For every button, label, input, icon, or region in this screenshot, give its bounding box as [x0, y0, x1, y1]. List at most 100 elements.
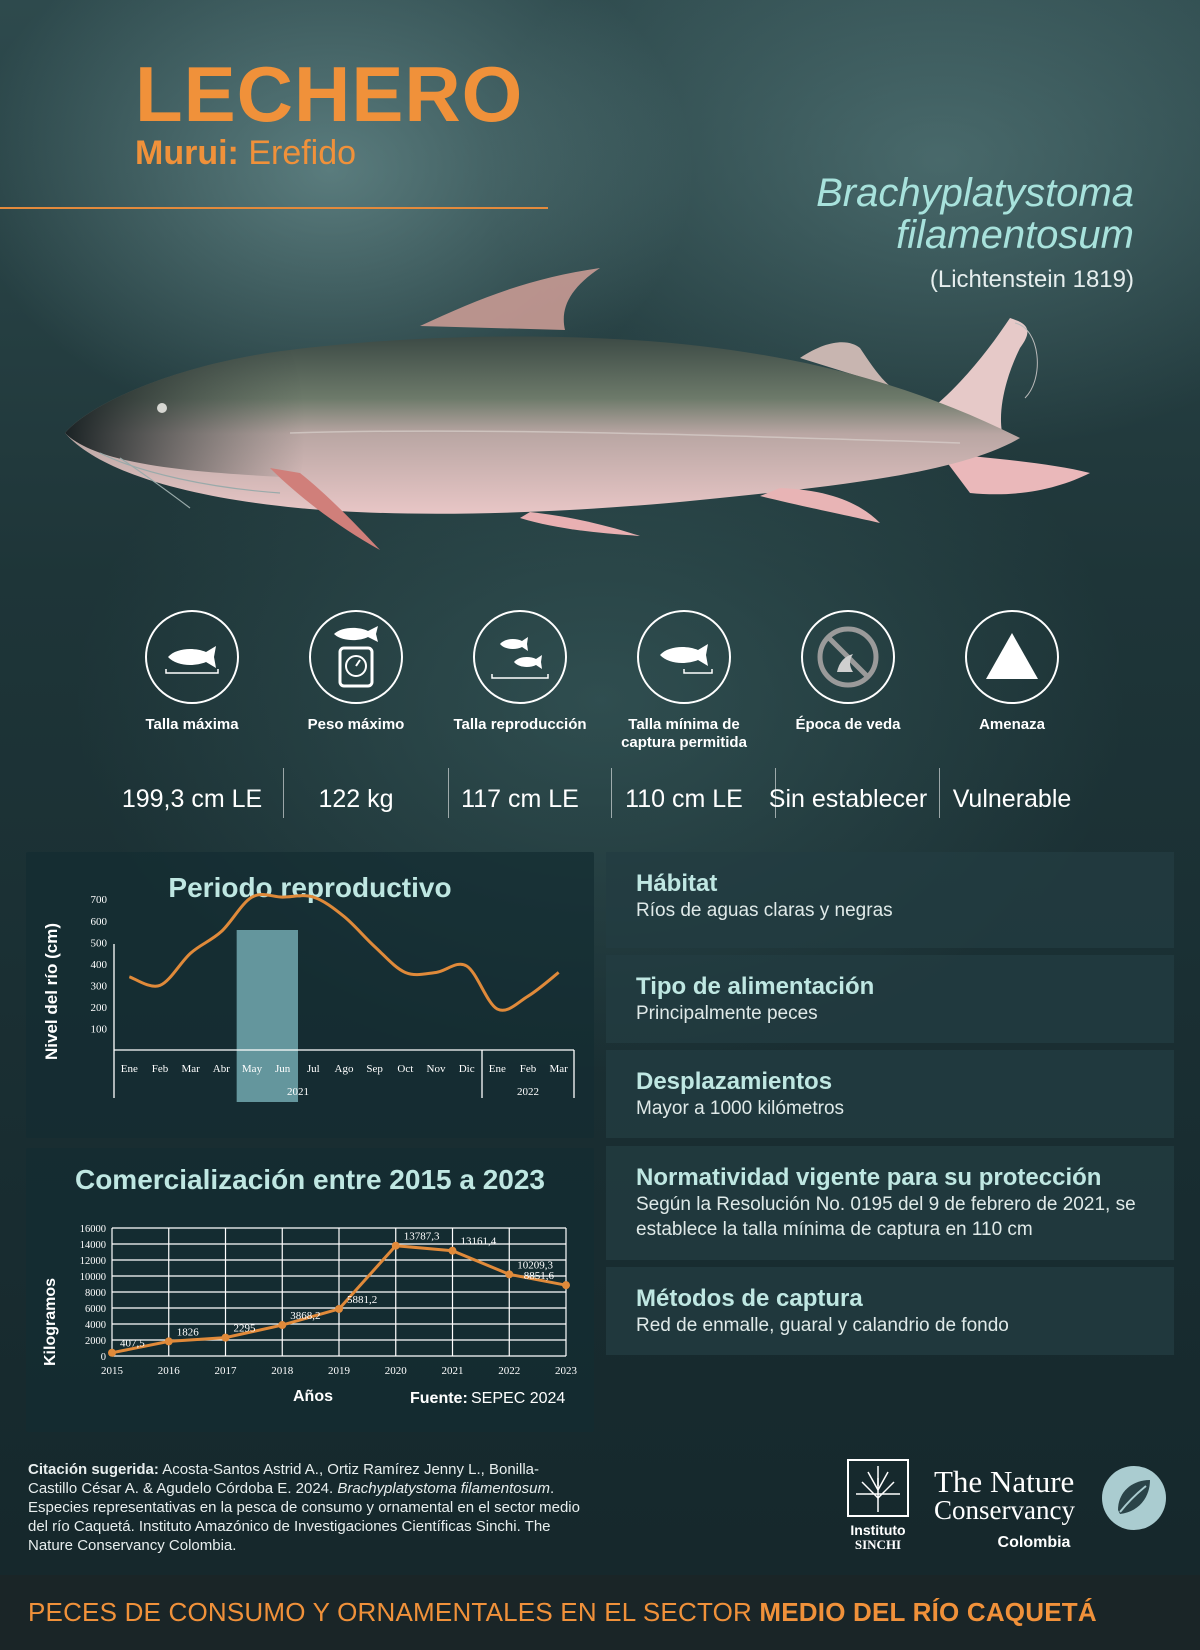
commerce-data-point: [562, 1281, 570, 1290]
tnc-logo-line1: The Nature: [934, 1464, 1075, 1499]
commerce-data-point: [335, 1304, 343, 1313]
info-text: Mayor a 1000 kilómetros: [636, 1098, 845, 1119]
tnc-logo-line2: Conservancy: [934, 1495, 1075, 1525]
sinchi-tree-icon: [847, 1459, 909, 1517]
stat-max-length: Talla máxima 199,3 cm LE: [110, 610, 274, 812]
fish-measure-icon: [145, 610, 239, 704]
commerce-data-label: 3868,2: [290, 1310, 320, 1322]
stat-value: Sin establecer: [768, 785, 928, 813]
y-tick-label: 600: [91, 916, 108, 928]
stat-divider: [611, 768, 612, 818]
local-name-label: Murui:: [135, 134, 239, 172]
scientific-name: Brachyplatystoma filamentosum: [816, 172, 1134, 256]
x-tick-label: 2023: [555, 1365, 578, 1377]
x-tick-label: 2017: [215, 1365, 238, 1377]
commerce-data-label: 13161,4: [461, 1236, 497, 1248]
no-fishing-icon: [801, 610, 895, 704]
x-tick-label: Abr: [213, 1063, 230, 1075]
river-level-line: [128, 893, 560, 1012]
y-tick-label: 4000: [85, 1320, 106, 1331]
stat-divider: [283, 768, 284, 818]
stat-min-capture-length: Talla mínima de captura permitida 110 cm…: [602, 610, 766, 812]
sinchi-logo-line1: Instituto: [850, 1522, 906, 1538]
stat-value: 122 kg: [318, 785, 394, 813]
commerce-data-point: [505, 1270, 514, 1279]
y-tick-label: 100: [91, 1023, 108, 1035]
info-text: Red de enmalle, guaral y calandrio de fo…: [636, 1315, 1009, 1336]
commerce-data-point: [391, 1241, 400, 1250]
x-tick-label: 2021: [442, 1365, 464, 1377]
citation-species: Brachyplatystoma filamentosum: [337, 1480, 550, 1497]
y-tick-label: 300: [91, 980, 108, 992]
commerce-data-point: [164, 1337, 173, 1346]
stat-divider: [448, 768, 449, 818]
header-divider: [0, 207, 548, 209]
reproductive-chart-title: Periodo reproductivo: [168, 872, 452, 903]
commerce-data-label: 407,5: [120, 1338, 145, 1350]
fish-scale-icon: [309, 610, 403, 704]
commerce-chart-ylabel: Kilogramos: [42, 1278, 59, 1366]
info-regulation: Normatividad vigente para su protección …: [606, 1146, 1174, 1260]
x-tick-label: Jun: [275, 1063, 291, 1075]
stat-value: Vulnerable: [952, 785, 1072, 813]
page-title: LECHERO: [135, 50, 524, 138]
commerce-chart-title: Comercialización entre 2015 a 2023: [74, 1164, 546, 1195]
stat-threat-status: Amenaza Vulnerable: [930, 610, 1094, 812]
local-name: Murui: Erefido: [135, 136, 356, 170]
info-heading: Desplazamientos: [636, 1068, 833, 1095]
stat-label: Talla máxima: [145, 716, 239, 733]
commerce-data-point: [108, 1348, 116, 1357]
x-tick-label: May: [242, 1063, 263, 1075]
info-text: Principalmente peces: [636, 1003, 818, 1024]
local-name-value: Erefido: [248, 134, 357, 172]
commerce-data-label: 2295: [234, 1323, 257, 1335]
sinchi-logo: Instituto SINCHI: [838, 1458, 918, 1558]
y-tick-label: 14000: [80, 1240, 106, 1251]
stat-max-weight: Peso máximo 122 kg: [274, 610, 438, 812]
two-fish-measure-icon: [473, 610, 567, 704]
y-tick-label: 6000: [85, 1304, 106, 1315]
citation-text: Acosta-Santos Astrid A., Ortiz Ramírez J…: [28, 1461, 540, 1497]
stat-divider: [775, 768, 776, 818]
y-tick-label: 0: [101, 1352, 106, 1363]
x-tick-label: Mar: [182, 1063, 201, 1075]
year-label: 2021: [287, 1086, 309, 1098]
y-tick-label: 400: [91, 959, 108, 971]
y-tick-label: 700: [91, 894, 108, 906]
stat-label: Talla mínima de captura permitida: [621, 716, 747, 751]
x-tick-label: 2018: [271, 1365, 294, 1377]
commerce-data-point: [221, 1333, 230, 1342]
info-migration: Desplazamientos Mayor a 1000 kilómetros: [606, 1050, 1174, 1138]
x-tick-label: 2016: [158, 1365, 181, 1377]
species-author: (Lichtenstein 1819): [929, 266, 1134, 293]
footer-banner: PECES DE CONSUMO Y ORNAMENTALES EN EL SE…: [0, 1575, 1200, 1650]
x-tick-label: Feb: [520, 1063, 537, 1075]
commerce-data-label: 5881,2: [347, 1294, 377, 1306]
y-tick-label: 10000: [80, 1272, 106, 1283]
stat-label: Peso máximo: [307, 716, 405, 733]
catfish-illustration: [65, 268, 1090, 550]
x-tick-label: Mar: [550, 1063, 569, 1075]
stat-value: 199,3 cm LE: [121, 785, 263, 813]
y-tick-label: 16000: [80, 1224, 106, 1235]
citation-label: Citación sugerida:: [28, 1461, 159, 1478]
x-tick-label: Jul: [307, 1063, 320, 1075]
commerce-data-point: [448, 1246, 457, 1255]
info-habitat: Hábitat Ríos de aguas claras y negras: [606, 852, 1174, 948]
commerce-data-label: 10209,3: [517, 1259, 553, 1271]
footer-text-bold: MEDIO DEL RÍO CAQUETÁ: [759, 1597, 1097, 1627]
tnc-leaf-icon: [1102, 1466, 1166, 1530]
x-tick-label: 2019: [328, 1365, 351, 1377]
info-text: Ríos de aguas claras y negras: [636, 900, 893, 921]
stat-label: Época de veda: [795, 716, 901, 733]
info-capture-methods: Métodos de captura Red de enmalle, guara…: [606, 1267, 1174, 1355]
stat-label: Talla reproducción: [453, 716, 587, 733]
x-tick-label: 2015: [101, 1365, 124, 1377]
tnc-logo-line3: Colombia: [997, 1534, 1071, 1551]
info-heading: Normatividad vigente para su protección: [636, 1164, 1102, 1191]
commerce-data-point: [278, 1321, 287, 1330]
tnc-logo: The Nature Conservancy Colombia: [934, 1464, 1104, 1552]
stat-value: 117 cm LE: [461, 785, 579, 813]
scientific-name-genus: Brachyplatystoma: [816, 171, 1134, 215]
info-feeding: Tipo de alimentación Principalmente pece…: [606, 955, 1174, 1043]
